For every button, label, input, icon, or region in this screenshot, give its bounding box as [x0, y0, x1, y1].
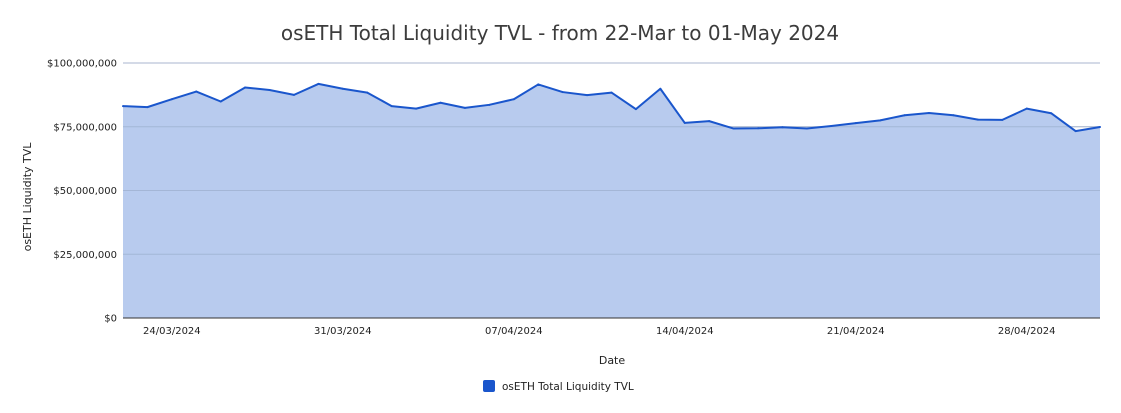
data-point	[805, 127, 808, 130]
data-point	[854, 122, 857, 125]
data-point	[366, 91, 369, 94]
x-axis-ticks: 24/03/2024 31/03/2024 07/04/2024 14/04/2024…	[143, 326, 1056, 337]
data-point	[586, 94, 589, 97]
data-point	[390, 105, 393, 108]
x-tick-label: 28/04/2024	[998, 326, 1056, 337]
data-point	[439, 101, 442, 104]
y-axis-label: osETH Liquidity TVL	[21, 142, 34, 252]
data-point	[1074, 130, 1077, 133]
y-tick-label: $0	[104, 314, 117, 325]
data-point	[244, 86, 247, 89]
data-point	[952, 114, 955, 117]
data-point	[219, 100, 222, 103]
data-point	[708, 120, 711, 123]
series-area-fill	[123, 83, 1100, 318]
legend: osETH Total Liquidity TVL	[483, 380, 634, 393]
legend-label: osETH Total Liquidity TVL	[502, 381, 634, 393]
data-point	[341, 87, 344, 90]
x-tick-label: 31/03/2024	[314, 326, 372, 337]
data-point	[195, 90, 198, 93]
data-point	[928, 111, 931, 114]
data-point	[170, 98, 173, 101]
data-point	[659, 87, 662, 90]
data-point	[292, 93, 295, 96]
data-point	[415, 107, 418, 110]
data-point	[781, 126, 784, 129]
data-point	[903, 114, 906, 117]
y-tick-label: $75,000,000	[53, 122, 117, 133]
x-tick-label: 07/04/2024	[485, 326, 543, 337]
data-point	[561, 91, 564, 94]
y-tick-label: $25,000,000	[53, 250, 117, 261]
data-point	[512, 98, 515, 101]
data-point	[976, 118, 979, 121]
data-point	[463, 106, 466, 109]
y-tick-label: $100,000,000	[47, 59, 117, 70]
x-axis-label: Date	[599, 354, 626, 367]
x-tick-label: 21/04/2024	[827, 326, 885, 337]
data-point	[1001, 118, 1004, 121]
x-tick-label: 14/04/2024	[656, 326, 714, 337]
data-point	[830, 124, 833, 127]
data-point	[732, 127, 735, 130]
data-point	[1050, 112, 1053, 115]
data-point	[683, 121, 686, 124]
data-point	[537, 83, 540, 86]
x-tick-label: 24/03/2024	[143, 326, 201, 337]
data-point	[634, 108, 637, 111]
chart-title: osETH Total Liquidity TVL - from 22-Mar …	[281, 21, 839, 45]
legend-swatch	[483, 380, 495, 392]
data-point	[146, 106, 149, 109]
y-tick-label: $50,000,000	[53, 186, 117, 197]
data-point	[122, 105, 124, 108]
data-point	[1099, 126, 1101, 128]
data-point	[879, 119, 882, 122]
plot-area	[122, 62, 1101, 319]
data-point	[1025, 107, 1028, 110]
data-point	[610, 91, 613, 94]
data-point	[488, 103, 491, 106]
data-point	[757, 127, 760, 130]
data-point	[317, 82, 320, 85]
y-axis-ticks: $0 $25,000,000 $50,000,000 $75,000,000 $100,…	[47, 59, 117, 325]
data-point	[268, 89, 271, 92]
